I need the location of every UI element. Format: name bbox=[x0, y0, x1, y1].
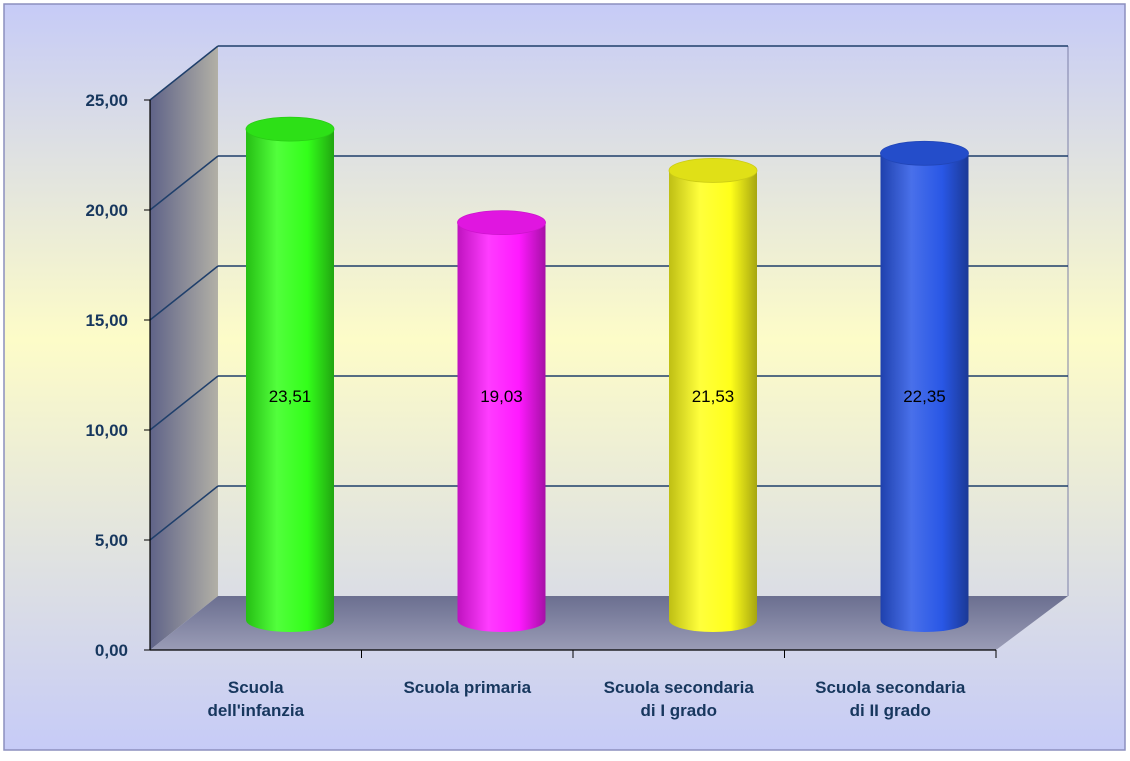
data-labels: 23,51 19,03 21,53 22,35 bbox=[269, 387, 946, 406]
data-label: 23,51 bbox=[269, 387, 312, 406]
y-tick-label: 10,00 bbox=[85, 421, 128, 440]
bar-top bbox=[668, 158, 758, 183]
data-label: 19,03 bbox=[480, 387, 523, 406]
y-tick-label: 25,00 bbox=[85, 91, 128, 110]
x-category-label: Scuola secondaria bbox=[604, 678, 755, 697]
bars bbox=[245, 116, 969, 632]
gridline-side bbox=[149, 485, 219, 541]
y-tick-label: 5,00 bbox=[95, 531, 128, 550]
data-label: 21,53 bbox=[692, 387, 735, 406]
x-axis-category-labels: Scuola dell'infanzia Scuola primaria Scuola… bbox=[207, 678, 965, 720]
y-tick-label: 15,00 bbox=[85, 311, 128, 330]
x-category-label: di II grado bbox=[850, 701, 931, 720]
y-axis-tick-labels: 0,00 5,00 10,00 15,00 20,00 25,00 bbox=[85, 91, 128, 660]
gridline-side bbox=[149, 45, 219, 101]
data-label: 22,35 bbox=[903, 387, 946, 406]
gridline-side bbox=[149, 375, 219, 431]
floor bbox=[150, 596, 1068, 650]
bar-top bbox=[245, 116, 335, 142]
x-category-label: di I grado bbox=[641, 701, 718, 720]
bar-top bbox=[457, 210, 546, 236]
bar-top bbox=[880, 140, 969, 166]
x-category-label: Scuola bbox=[228, 678, 284, 697]
x-category-label: Scuola primaria bbox=[403, 678, 531, 697]
left-wall bbox=[150, 46, 218, 650]
y-tick-label: 20,00 bbox=[85, 201, 128, 220]
bar bbox=[669, 170, 757, 632]
axes bbox=[144, 99, 997, 658]
gridline-side bbox=[149, 155, 219, 211]
x-category-label: dell'infanzia bbox=[207, 701, 304, 720]
y-tick-label: 0,00 bbox=[95, 641, 128, 660]
bar bbox=[246, 129, 334, 632]
bar bbox=[457, 222, 546, 632]
gridline-side bbox=[149, 265, 219, 321]
x-category-label: Scuola secondaria bbox=[815, 678, 966, 697]
bar bbox=[880, 153, 969, 632]
